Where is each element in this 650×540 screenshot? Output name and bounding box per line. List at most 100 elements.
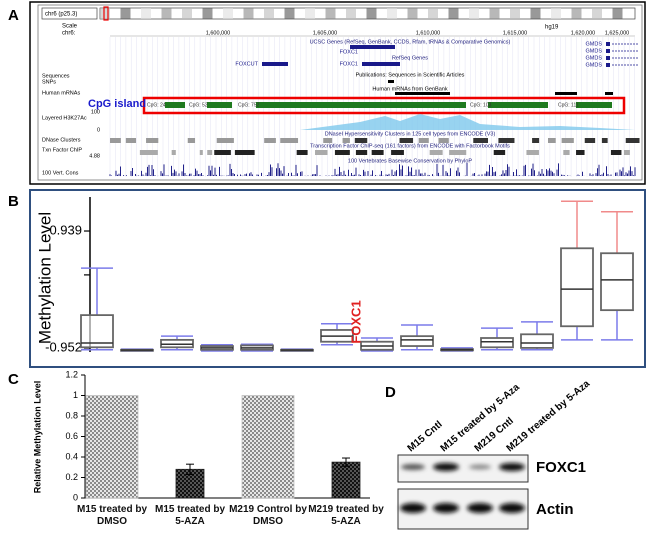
y-tick-label: -0.952: [45, 339, 82, 354]
ideogram-band: [448, 8, 459, 19]
track-title: 100 Vertebrates Basewise Conservation by…: [348, 158, 472, 164]
dnase-block: [548, 138, 556, 143]
publication-bar: [388, 80, 394, 83]
dnase-block: [473, 138, 489, 143]
panel-label: D: [385, 384, 396, 401]
ideogram-band: [510, 8, 520, 19]
dnase-block: [438, 138, 449, 143]
y-tick-label: 0.2: [65, 472, 78, 482]
coordinate-label: 1,605,000: [313, 30, 337, 36]
ideogram-band: [530, 8, 541, 19]
gene-label: GMDS: [586, 55, 603, 61]
mrna-bar: [555, 92, 577, 95]
dnase-block: [264, 138, 276, 143]
coordinate-label: 1,600,000: [206, 30, 230, 36]
dnase-block: [323, 138, 333, 143]
ideogram-band: [469, 8, 479, 19]
cpg-label: CpG: 24: [147, 102, 166, 108]
panel-b-frame: [29, 189, 646, 368]
y-axis-title: Methylation Level: [35, 212, 54, 344]
tf-block: [610, 150, 622, 155]
tf-block: [623, 150, 630, 155]
cpg-bar: [256, 102, 466, 108]
cpg-bar: [488, 102, 548, 108]
mrna-bar: [605, 92, 613, 95]
protein-label: Actin: [536, 501, 574, 518]
cpg-label: CpG: 111: [558, 102, 579, 108]
dnase-block: [280, 138, 299, 143]
ideogram-band: [489, 8, 500, 19]
track-title: DNaseI Hypersensitivity Clusters in 125 …: [325, 131, 496, 137]
ideogram-band: [571, 8, 582, 19]
cpg-bar: [165, 102, 185, 108]
tf-block: [526, 150, 539, 155]
ideogram-band: [612, 8, 623, 19]
x-tick-label: M219 Control by DMSO: [229, 504, 307, 527]
y-tick-label: 0.8: [65, 410, 78, 420]
ideogram-band: [592, 8, 602, 19]
track-left-label: Human mRNAs: [42, 90, 80, 96]
ideogram-band: [325, 8, 336, 19]
dnase-block: [561, 138, 574, 143]
ideogram-band: [223, 8, 233, 19]
bar: [331, 461, 361, 499]
tf-block: [214, 150, 231, 155]
y-tick-label: 0.939: [49, 222, 82, 237]
tf-block: [576, 150, 585, 155]
assembly-label: hg19: [545, 25, 559, 31]
dnase-block: [146, 138, 159, 143]
coordinate-label: 1,625,000: [605, 30, 629, 36]
y-tick-label: 0: [73, 492, 78, 502]
track-left-label: Sequences: [42, 73, 70, 79]
box: [400, 335, 434, 347]
dnase-block: [110, 138, 121, 143]
y-tick-label: 0.4: [65, 451, 78, 461]
track-scale-value: 100: [91, 109, 100, 115]
ideogram-band: [120, 8, 131, 19]
track-title: Human mRNAs from GenBank: [372, 86, 447, 92]
gene-label: FOXC1: [340, 61, 358, 67]
ideogram-label: chr6 (p25.3): [45, 12, 77, 18]
y-tick-label: 1: [73, 390, 78, 400]
track-left-label: Txn Factor ChIP: [42, 147, 82, 153]
track-scale-value: 4.88: [89, 153, 100, 159]
ideogram-band: [161, 8, 172, 19]
ideogram-band: [305, 8, 315, 19]
bar: [85, 395, 139, 499]
cpg-highlight-label: CpG island: [88, 98, 146, 110]
tf-block: [334, 150, 350, 155]
track-left-label: 100 Vert. Cons: [42, 170, 79, 176]
dnase-block: [601, 138, 608, 143]
cpg-bar: [576, 102, 612, 108]
dnase-block: [532, 138, 540, 143]
ideogram-band: [141, 8, 151, 19]
lane-label: M15 Cntl: [406, 419, 445, 454]
gene-bar: [262, 62, 288, 66]
track-scale-value: 0: [97, 127, 100, 133]
box: [80, 314, 114, 349]
ideogram-band: [284, 8, 295, 19]
x-tick-label: M15 treated by 5-AZA: [154, 504, 226, 527]
track-left-label: DNase Clusters: [42, 137, 81, 143]
panel-label: A: [8, 7, 19, 24]
cpg-bar: [207, 102, 232, 108]
tf-block: [199, 150, 203, 155]
coordinate-label: 1,610,000: [416, 30, 440, 36]
coordinate-label: 1,615,000: [503, 30, 527, 36]
track-title: UCSC Genes (RefSeq, GenBank, CCDS, Rfam,…: [310, 39, 511, 45]
scale-label: Scale: [62, 24, 78, 30]
ideogram-marker: [103, 6, 109, 21]
tf-block: [563, 150, 570, 155]
box: [560, 247, 594, 328]
dnase-block: [125, 138, 137, 143]
dnase-block: [625, 138, 640, 143]
dnase-block: [342, 138, 350, 143]
ideogram-band: [202, 8, 213, 19]
h3k27ac-signal: [110, 114, 635, 130]
annotation: FOXC1: [348, 300, 363, 343]
gene-exon: [606, 42, 610, 46]
tf-block: [171, 150, 176, 155]
dnase-block: [354, 138, 368, 143]
ideogram-band: [366, 8, 377, 19]
panel-label: B: [8, 193, 19, 210]
